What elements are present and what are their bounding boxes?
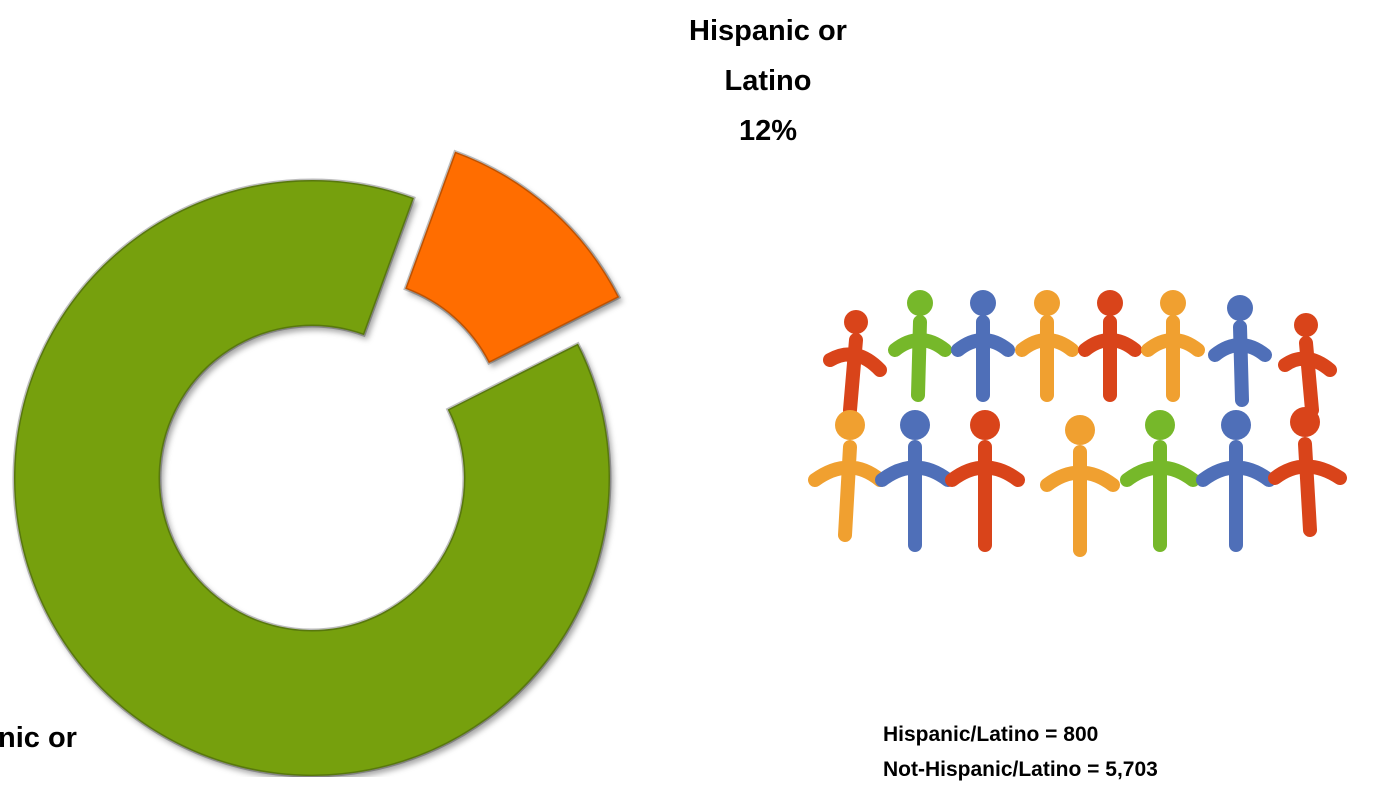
- category-label: nic or: [0, 713, 77, 763]
- note: Not-Hispanic/Latino = 5,703: [883, 752, 1158, 787]
- category-label: Hispanic or Latino: [643, 6, 893, 106]
- value-label: 12%: [643, 106, 893, 156]
- donut-segment: [405, 152, 619, 363]
- page: Hispanic or Latino 12% nic or Hispanic/L…: [0, 0, 1386, 777]
- people-illustration: [815, 290, 1340, 550]
- note: Hispanic/Latino = 800: [883, 717, 1098, 752]
